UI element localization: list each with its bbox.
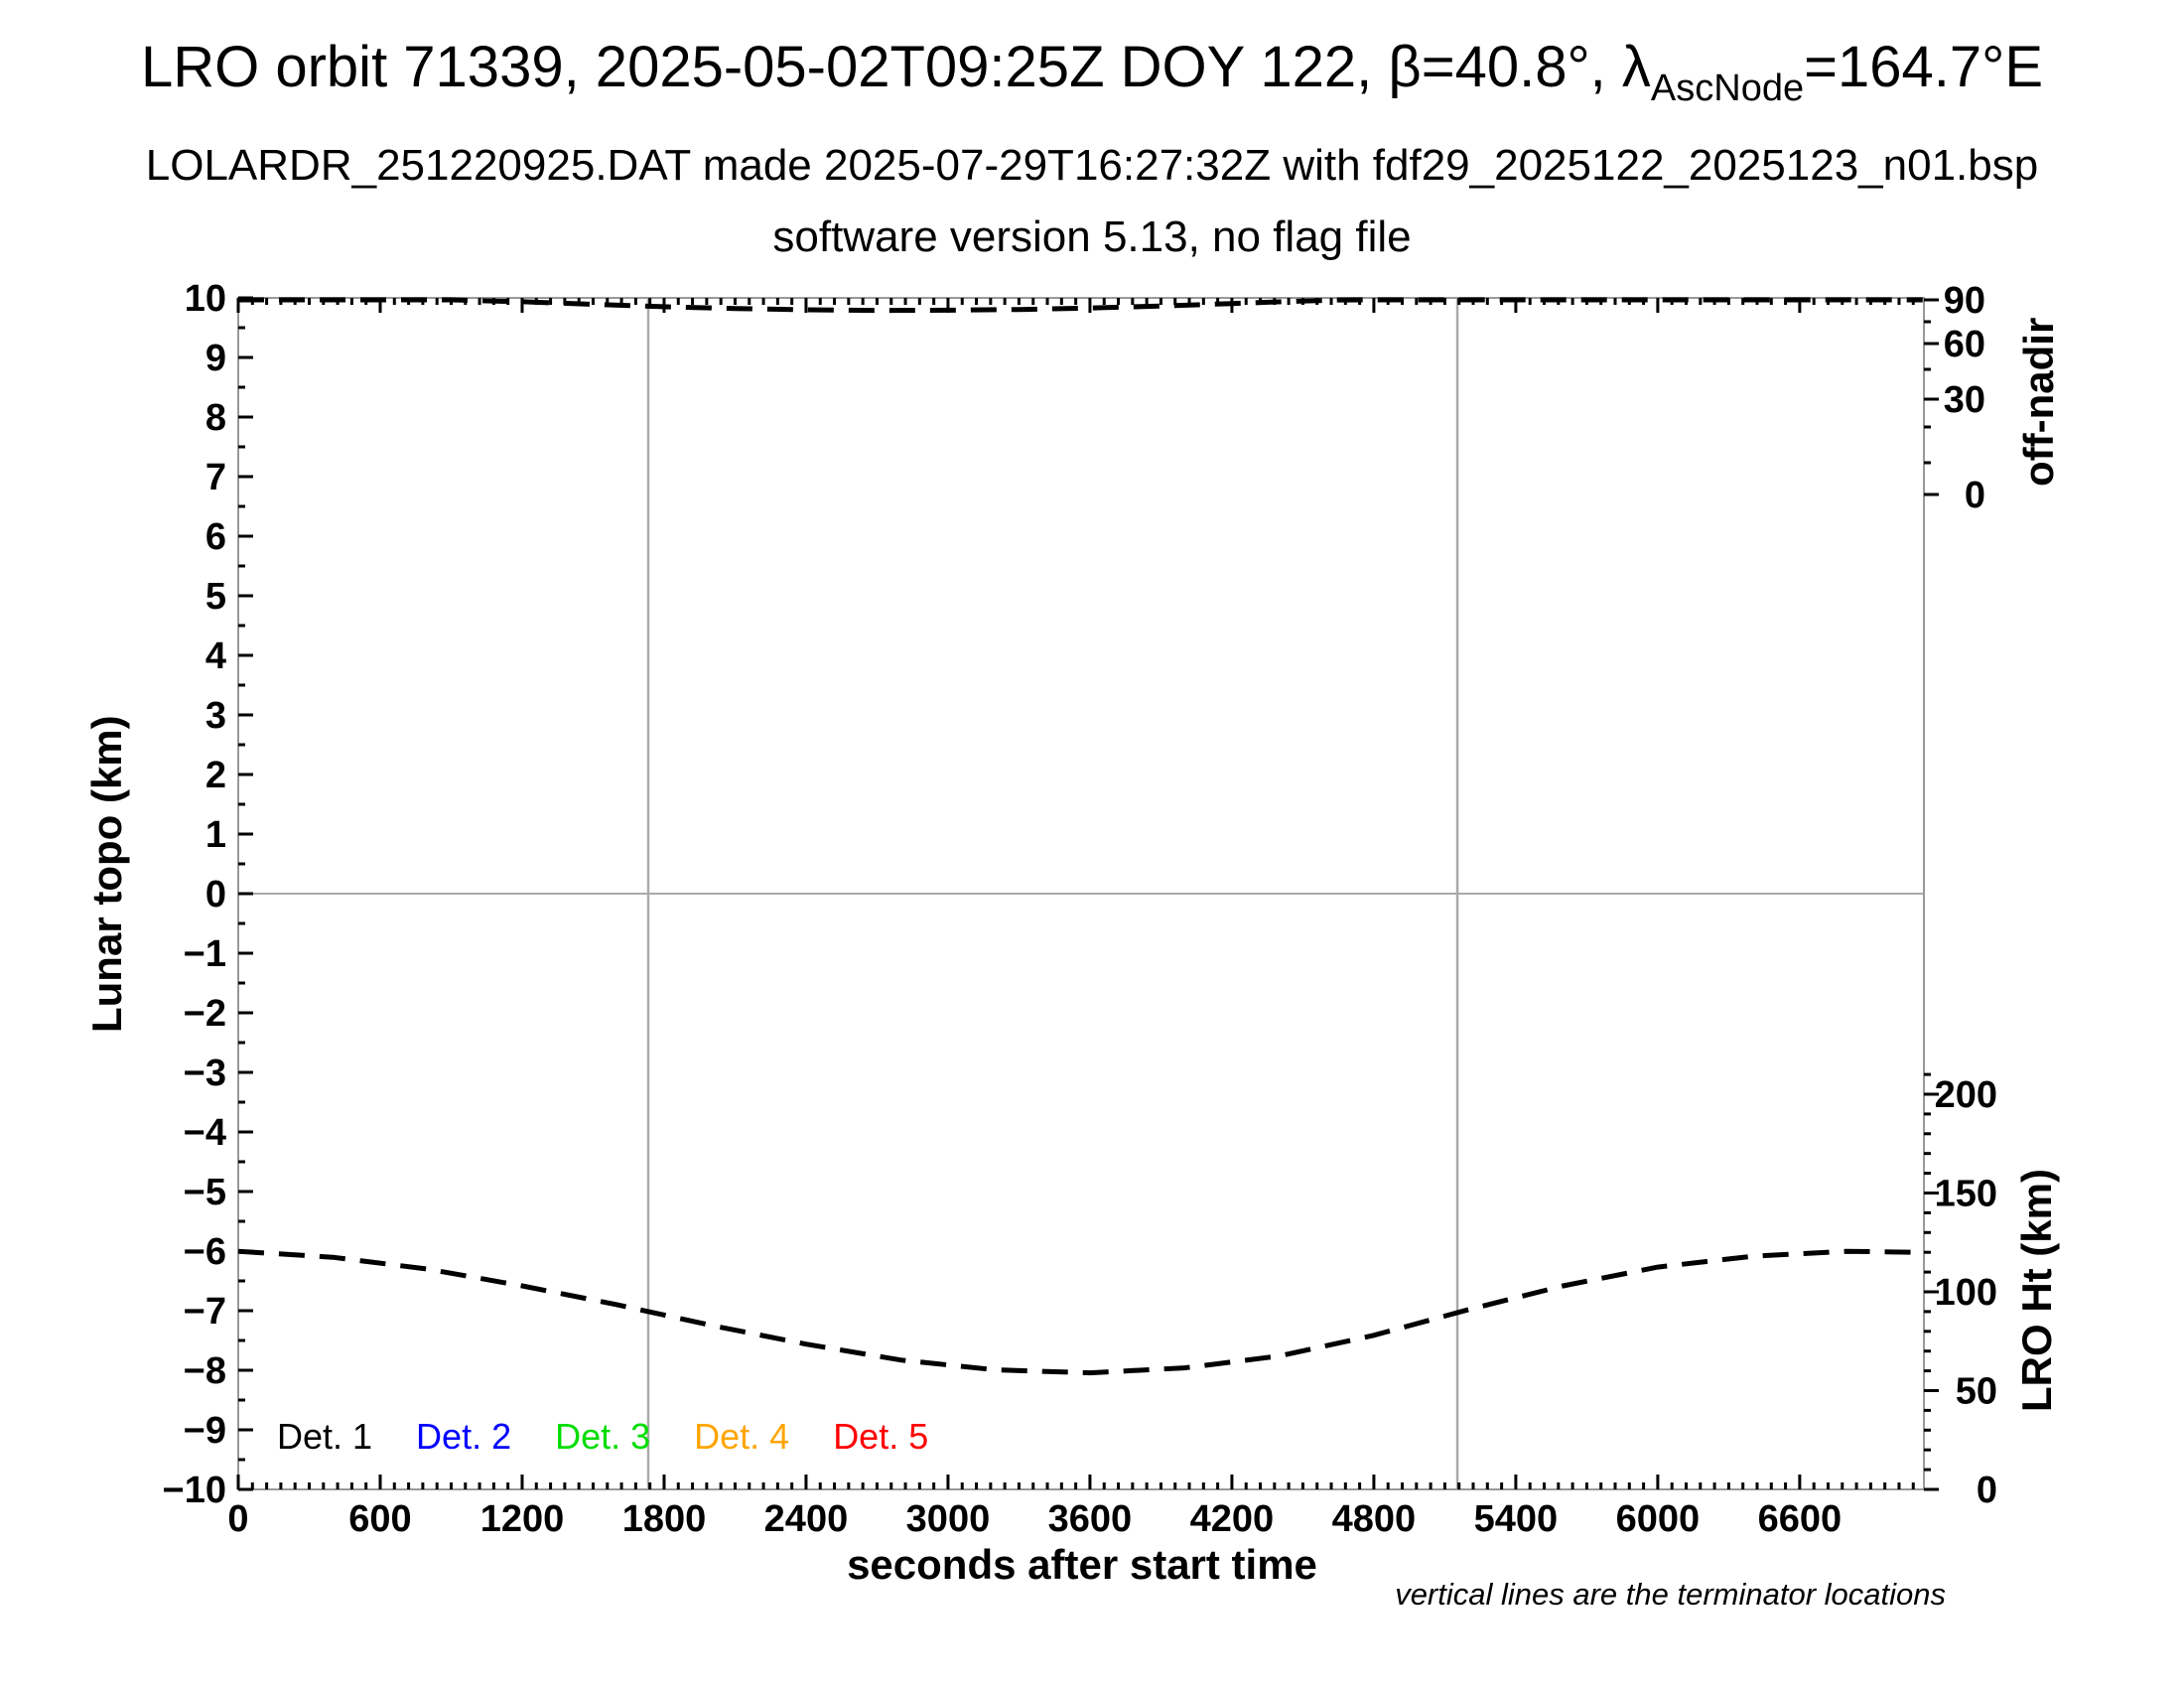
topo-tick-label: 10 <box>185 278 226 320</box>
topo-tick-label: −5 <box>184 1172 226 1213</box>
legend-item-det-3: Det. 3 <box>555 1416 651 1457</box>
x-tick-label: 6000 <box>1616 1498 1701 1540</box>
x-tick-label: 5400 <box>1474 1498 1559 1540</box>
topo-tick-label: 6 <box>205 516 226 558</box>
off-nadir-curve <box>238 297 1923 314</box>
topo-tick-label: −8 <box>184 1350 226 1392</box>
x-tick-label: 600 <box>348 1498 411 1540</box>
off-nadir-tick-label: 0 <box>1965 475 1985 516</box>
lro-ht-ticks: 200 150 100 50 0 <box>1924 1072 1997 1511</box>
title-subscript: AscNode <box>1650 68 1805 109</box>
legend-item-det-2: Det. 2 <box>416 1416 512 1457</box>
topo-tick-label: −7 <box>184 1291 226 1333</box>
title-suffix: =164.7°E <box>1804 35 2044 99</box>
x-tick-label: 4200 <box>1190 1498 1275 1540</box>
detector-legend: Det. 1 Det. 2 Det. 3 Det. 4 Det. 5 <box>277 1416 928 1458</box>
curve-path <box>237 1248 1919 1376</box>
x-tick-label: 4800 <box>1332 1498 1417 1540</box>
topo-tick-label: −9 <box>184 1410 226 1452</box>
terminator-footnote: vertical lines are the terminator locati… <box>1395 1577 1946 1612</box>
lro-ht-tick-label: 100 <box>1935 1272 1997 1314</box>
y-axis-title-lro-height: LRO Ht (km) <box>2013 1169 2060 1413</box>
off-nadir-tick-label: 60 <box>1944 324 1985 365</box>
topo-tick-label: 9 <box>205 338 226 379</box>
topo-tick-label: 3 <box>205 695 226 737</box>
lro-height-curve <box>237 1248 1919 1376</box>
lro-ht-tick-label: 150 <box>1935 1174 1997 1215</box>
curve-path <box>238 297 1923 314</box>
off-nadir-tick-label: 30 <box>1944 379 1985 421</box>
x-tick-label: 6600 <box>1758 1498 1843 1540</box>
topo-tick-label: 1 <box>205 814 226 856</box>
topo-tick-label: 7 <box>205 457 226 498</box>
x-tick-label: 0 <box>227 1498 248 1540</box>
software-version-line: software version 5.13, no flag file <box>772 212 1412 261</box>
x-tick-label: 1800 <box>622 1498 707 1540</box>
legend-item-det-5: Det. 5 <box>833 1416 929 1457</box>
topo-tick-label: −4 <box>184 1112 226 1154</box>
topo-tick-label: 2 <box>205 755 226 796</box>
grid-lines <box>238 298 1924 1489</box>
x-tick-label: 3600 <box>1048 1498 1133 1540</box>
x-axis-tick-labels: 0 600 1200 1800 2400 3000 3600 4200 4800 5400 6000… <box>227 1498 1842 1540</box>
lro-ht-tick-label: 50 <box>1956 1371 1997 1413</box>
x-tick-label: 2400 <box>764 1498 849 1540</box>
topo-tick-label: −6 <box>184 1231 226 1273</box>
topo-tick-label: −1 <box>184 933 226 975</box>
topo-tick-label: 0 <box>205 874 226 915</box>
topo-tick-label: 4 <box>205 635 226 677</box>
y-axis-title-off-nadir: off-nadir <box>2015 317 2062 488</box>
y-axis-title-lunar-topo: Lunar topo (km) <box>83 715 130 1033</box>
y-left-ticks <box>238 296 253 1491</box>
x-axis-title: seconds after start time <box>847 1541 1317 1588</box>
topo-tick-label: 8 <box>205 397 226 439</box>
topo-tick-label: 5 <box>205 576 226 618</box>
lro-ht-tick-label: 0 <box>1977 1470 1997 1511</box>
data-file-subtitle: LOLARDR_251220925.DAT made 2025-07-29T16… <box>145 141 2039 190</box>
lro-ht-tick-label: 200 <box>1935 1074 1997 1116</box>
legend-item-det-1: Det. 1 <box>277 1416 373 1457</box>
x-tick-label: 3000 <box>906 1498 991 1540</box>
topo-tick-label: −2 <box>184 993 226 1035</box>
topo-tick-label: −3 <box>184 1053 226 1094</box>
x-tick-label: 1200 <box>480 1498 565 1540</box>
off-nadir-tick-label: 90 <box>1944 280 1985 322</box>
page-title: LRO orbit 71339, 2025-05-02T09:25Z DOY 1… <box>0 34 2184 109</box>
legend-item-det-4: Det. 4 <box>694 1416 790 1457</box>
title-main-text: LRO orbit 71339, 2025-05-02T09:25Z DOY 1… <box>140 35 1651 99</box>
topo-tick-label: −10 <box>163 1470 226 1511</box>
